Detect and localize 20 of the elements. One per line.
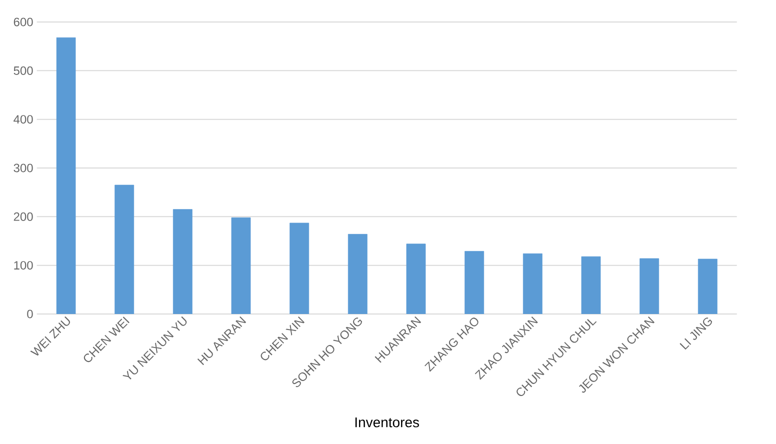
bar xyxy=(640,258,660,314)
y-tick-label: 300 xyxy=(14,164,33,172)
bar xyxy=(231,217,251,314)
bar xyxy=(698,258,718,314)
y-tick-label: 200 xyxy=(14,212,33,221)
y-tick-label: 500 xyxy=(14,66,33,75)
y-tick-label: 400 xyxy=(14,115,33,124)
x-axis-title: Inventores xyxy=(355,418,420,428)
bar xyxy=(464,251,484,314)
bar xyxy=(114,184,134,314)
bar xyxy=(172,209,192,314)
bar xyxy=(406,244,426,314)
bar xyxy=(56,37,76,314)
bar xyxy=(290,222,310,314)
y-tick-label: 0 xyxy=(27,310,33,318)
bar xyxy=(581,256,601,314)
bar xyxy=(348,234,368,314)
y-tick-label: 600 xyxy=(14,18,33,26)
y-tick-label: 100 xyxy=(14,261,33,270)
bar xyxy=(522,253,542,314)
